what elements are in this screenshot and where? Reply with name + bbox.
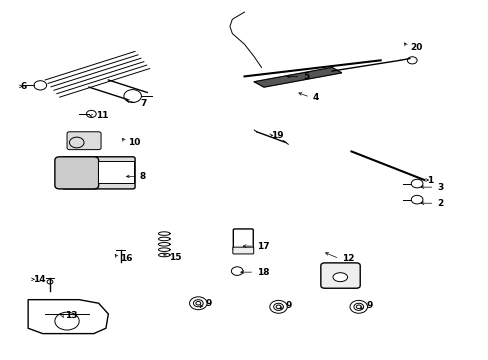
Text: 8: 8 [140, 172, 146, 181]
Text: 7: 7 [140, 99, 146, 108]
Text: 9: 9 [285, 301, 292, 310]
Text: 13: 13 [64, 311, 77, 320]
Text: 15: 15 [169, 253, 181, 262]
Text: 17: 17 [256, 242, 269, 251]
Text: 5: 5 [302, 72, 308, 81]
FancyBboxPatch shape [67, 132, 101, 150]
Text: 14: 14 [33, 275, 45, 284]
Text: 20: 20 [409, 42, 421, 51]
Text: 9: 9 [366, 301, 372, 310]
FancyBboxPatch shape [232, 247, 253, 254]
Text: 2: 2 [436, 199, 443, 208]
FancyBboxPatch shape [62, 157, 135, 189]
FancyBboxPatch shape [55, 157, 99, 189]
Text: 3: 3 [436, 183, 443, 192]
Text: 12: 12 [341, 254, 353, 263]
Text: 11: 11 [96, 111, 108, 120]
Polygon shape [28, 300, 108, 334]
FancyBboxPatch shape [320, 263, 360, 288]
Polygon shape [254, 67, 341, 87]
Text: 18: 18 [256, 268, 268, 277]
Text: 19: 19 [271, 131, 284, 140]
Text: 6: 6 [21, 82, 27, 91]
Text: 9: 9 [205, 299, 211, 308]
Text: 16: 16 [120, 254, 133, 263]
Text: 4: 4 [312, 93, 318, 102]
Text: 10: 10 [127, 138, 140, 147]
FancyBboxPatch shape [98, 161, 133, 183]
FancyBboxPatch shape [233, 229, 253, 251]
Ellipse shape [332, 273, 347, 282]
Text: 1: 1 [426, 176, 432, 185]
